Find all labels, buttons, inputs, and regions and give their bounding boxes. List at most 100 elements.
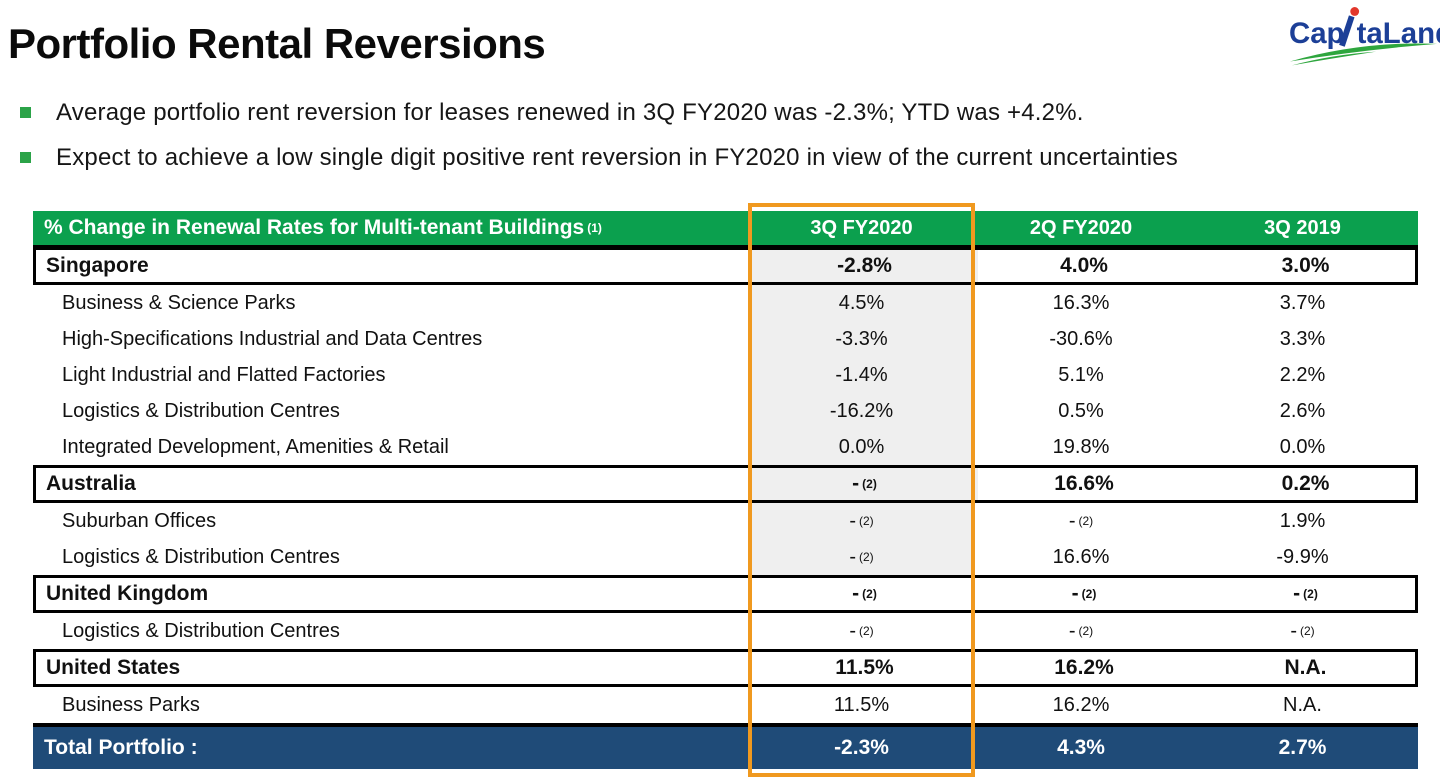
value-cell: 4.5%	[748, 285, 975, 321]
sub-row: Logistics & Distribution Centres - (2) 16.6…	[33, 539, 1418, 575]
section-row: Australia - (2) 16.6% 0.2%	[33, 465, 1418, 503]
column-header-3q-2019: 3Q 2019	[1264, 216, 1341, 239]
sub-row: Logistics & Distribution Centres -16.2% 0.…	[33, 393, 1418, 429]
sub-row: Suburban Offices - (2) - (2) 1.9%	[33, 503, 1418, 539]
value-text: -	[1293, 582, 1301, 605]
value-text: -9.9%	[1276, 545, 1329, 568]
value-cell: - (2)	[1293, 582, 1318, 605]
row-label: Suburban Offices	[62, 509, 217, 532]
row-label: Light Industrial and Flatted Factories	[62, 363, 386, 386]
value-cell: 19.8%	[975, 429, 1187, 465]
value-text: 0.2%	[1281, 472, 1330, 495]
value-text: -	[849, 509, 856, 532]
bullet-item: Expect to achieve a low single digit pos…	[20, 143, 1420, 173]
value-text: 5.1%	[1058, 363, 1104, 386]
value-cell: 16.3%	[975, 285, 1187, 321]
value-text: 16.2%	[1054, 656, 1114, 679]
total-row: Total Portfolio : -2.3% 4.3% 2.7%	[33, 723, 1418, 769]
value-cell: 0.0%	[748, 429, 975, 465]
value-text: 2.2%	[1279, 363, 1326, 386]
section-row: United Kingdom - (2) - (2) - (2)	[33, 575, 1418, 613]
value-cell: 16.6%	[978, 468, 1190, 500]
value-text: 16.6%	[1054, 472, 1114, 495]
value-cell: 3.0%	[1190, 250, 1421, 282]
section-row: Singapore -2.8% 4.0% 3.0%	[33, 247, 1418, 285]
value-cell: 1.9%	[1187, 503, 1418, 539]
value-text: 11.5%	[835, 656, 894, 679]
row-label: Logistics & Distribution Centres	[62, 399, 340, 422]
table-header-row: % Change in Renewal Rates for Multi-tena…	[33, 211, 1418, 247]
row-label: Australia	[46, 472, 136, 495]
value-cell: -3.3%	[748, 321, 975, 357]
value-text: 1.9%	[1279, 509, 1326, 532]
value-cell: - (2)	[748, 539, 975, 575]
value-cell: - (2)	[849, 619, 874, 642]
value-cell: -2.8%	[751, 250, 978, 282]
value-cell: -16.2%	[748, 393, 975, 429]
row-label: Logistics & Distribution Centres	[62, 545, 340, 568]
value-text: -3.3%	[835, 327, 888, 350]
value-cell: - (2)	[1290, 619, 1315, 642]
total-row-label: Total Portfolio :	[44, 736, 198, 759]
value-cell: 0.5%	[975, 393, 1187, 429]
value-text: -	[852, 472, 860, 495]
bullet-list: Average portfolio rent reversion for lea…	[20, 98, 1420, 188]
value-text: 3.3%	[1279, 327, 1326, 350]
row-label: Business & Science Parks	[62, 291, 296, 314]
value-cell: 3.3%	[1187, 321, 1418, 357]
value-text: -16.2%	[829, 399, 894, 422]
value-cell: -9.9%	[1187, 539, 1418, 575]
value-cell: 16.6%	[975, 539, 1187, 575]
value-cell: 11.5%	[748, 687, 975, 723]
value-text: 4.5%	[838, 291, 885, 314]
value-text: 16.2%	[1052, 693, 1110, 716]
row-label: Singapore	[46, 254, 149, 277]
capitaland-logo-art: Cap taLand	[1289, 7, 1442, 66]
row-label: United States	[46, 656, 181, 679]
value-cell: - (2)	[1071, 582, 1097, 605]
sub-row: Business Parks 11.5% 16.2% N.A.	[33, 687, 1418, 723]
table-title-cell: % Change in Renewal Rates for Multi-tena…	[44, 216, 602, 239]
row-label: Integrated Development, Amenities & Reta…	[62, 435, 449, 458]
bullet-square-icon	[20, 152, 31, 163]
value-text: -	[1068, 619, 1076, 642]
capitaland-logo: Cap taLand	[1288, 3, 1442, 67]
sub-row: Light Industrial and Flatted Factories -1…	[33, 357, 1418, 393]
bullet-square-icon	[20, 107, 31, 118]
value-cell: 0.0%	[1187, 429, 1418, 465]
value-cell: - (2)	[751, 468, 978, 500]
value-cell: - (2)	[748, 503, 975, 539]
value-text: 19.8%	[1052, 435, 1110, 458]
bullet-text: Average portfolio rent reversion for lea…	[56, 99, 1084, 126]
value-text: -30.6%	[1049, 327, 1113, 350]
value-text: 2.6%	[1279, 399, 1326, 422]
logo-text-cap: Cap	[1289, 17, 1345, 50]
value-cell: 4.0%	[978, 250, 1190, 282]
value-text: -	[849, 545, 856, 568]
total-value-3q-fy2020: -2.3%	[834, 736, 889, 759]
value-cell: -30.6%	[975, 321, 1187, 357]
value-text: N.A.	[1283, 693, 1322, 716]
value-text: 0.5%	[1058, 399, 1104, 422]
table-body: Singapore -2.8% 4.0% 3.0% Business & Science…	[33, 247, 1418, 723]
row-label: United Kingdom	[46, 582, 209, 605]
logo-i-slash	[1339, 15, 1355, 47]
logo-swoosh	[1289, 43, 1438, 62]
total-value-3q-2019: 2.7%	[1278, 736, 1327, 759]
value-cell: - (2)	[1068, 509, 1094, 532]
value-text: 3.0%	[1281, 254, 1330, 277]
row-label: Logistics & Distribution Centres	[62, 619, 340, 642]
renewal-rates-table: % Change in Renewal Rates for Multi-tena…	[33, 203, 1418, 777]
value-text: -1.4%	[835, 363, 888, 386]
value-cell: - (2)	[852, 582, 877, 605]
value-cell: 16.2%	[975, 687, 1187, 723]
value-cell: 0.2%	[1190, 468, 1421, 500]
value-text: -2.8%	[837, 254, 892, 277]
value-cell: 2.6%	[1187, 393, 1418, 429]
value-text: -	[1068, 509, 1076, 532]
page-title: Portfolio Rental Reversions	[8, 20, 546, 67]
sub-row: Integrated Development, Amenities & Reta…	[33, 429, 1418, 465]
value-text: 3.7%	[1279, 291, 1326, 314]
sub-row: Business & Science Parks 4.5% 16.3% 3.7%	[33, 285, 1418, 321]
value-text: -	[1290, 619, 1297, 642]
